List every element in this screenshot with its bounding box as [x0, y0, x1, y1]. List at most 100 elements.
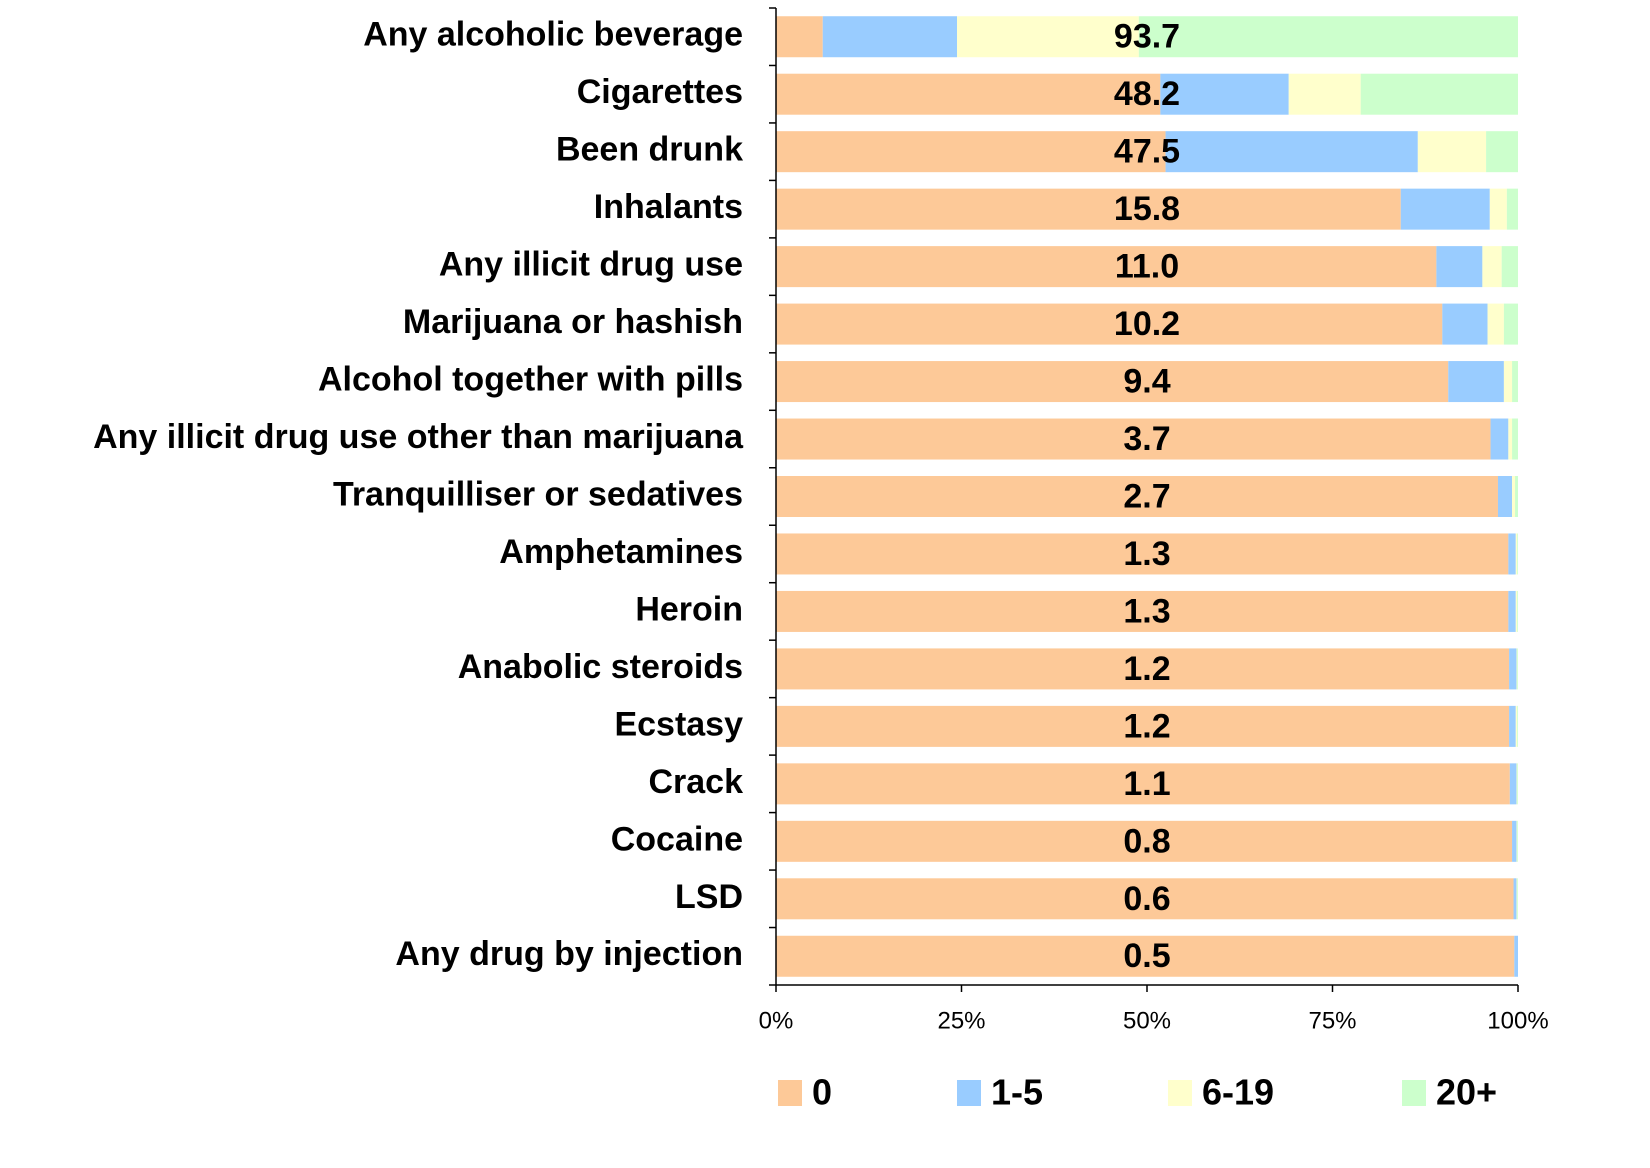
x-tick-label: 75%	[1308, 1007, 1356, 1034]
category-label: Cocaine	[611, 820, 743, 858]
legend-label: 1-5	[991, 1072, 1043, 1113]
bar-segment	[1448, 361, 1504, 403]
bar-segment	[1512, 476, 1516, 517]
category-label: Amphetamines	[499, 533, 743, 571]
bar-segment	[1515, 476, 1518, 517]
bar-segment	[1508, 533, 1516, 575]
data-label: 9.4	[1123, 363, 1170, 401]
data-label: 48.2	[1114, 75, 1180, 113]
bar-segment	[1517, 648, 1518, 690]
bar-segment	[1517, 820, 1518, 862]
bar-segment	[1517, 705, 1518, 747]
bar-segment	[1442, 303, 1488, 345]
bar-segment	[1517, 763, 1518, 805]
bar-segment	[1516, 648, 1518, 690]
bar-segment	[1482, 246, 1502, 288]
bar-segment	[1487, 303, 1504, 345]
bar-segment	[1509, 763, 1517, 805]
category-label: Any alcoholic beverage	[363, 16, 743, 54]
data-label: 1.2	[1123, 707, 1170, 745]
bar-segment	[776, 705, 1510, 747]
bar-segment	[1515, 590, 1518, 632]
bar-segment	[1417, 131, 1487, 173]
bar-segment	[1160, 73, 1289, 115]
data-label: 1.3	[1123, 592, 1170, 630]
data-label: 1.3	[1123, 535, 1170, 573]
category-label: Tranquilliser or sedatives	[333, 475, 743, 513]
bar-segment	[1489, 188, 1507, 230]
bar-segment	[776, 303, 1443, 345]
bar-segment	[1516, 763, 1518, 805]
bar-segment	[1503, 361, 1513, 403]
category-label: Crack	[648, 763, 743, 801]
bar-segment	[776, 763, 1510, 805]
bar-segment	[776, 16, 823, 58]
category-label: Anabolic steroids	[458, 648, 743, 686]
bar-segment	[776, 820, 1513, 862]
bar-segment	[1512, 361, 1518, 403]
bar-segment	[776, 476, 1498, 517]
category-label: Inhalants	[594, 188, 743, 226]
bar-segment	[1400, 188, 1490, 230]
category-label: Heroin	[635, 590, 743, 628]
bar-segment	[1165, 131, 1418, 173]
bar-segment	[1508, 590, 1516, 632]
bar-segment	[1512, 418, 1518, 460]
bar-segment	[1497, 476, 1513, 517]
bar-segment	[1513, 878, 1517, 920]
x-tick-label: 25%	[937, 1007, 985, 1034]
bar-segment	[1486, 131, 1518, 173]
data-label: 0.5	[1123, 937, 1170, 975]
bar-segment	[1517, 878, 1518, 920]
category-label: LSD	[675, 878, 743, 916]
bar-segment	[1506, 188, 1518, 230]
category-label: Ecstasy	[614, 705, 743, 743]
bar-segment	[822, 16, 958, 58]
bar-segment	[1517, 590, 1518, 632]
bar-segment	[776, 246, 1437, 288]
bar-segment	[1503, 303, 1518, 345]
data-label: 47.5	[1114, 133, 1180, 171]
bar-segment	[1514, 935, 1518, 977]
x-tick-label: 50%	[1123, 1007, 1171, 1034]
bar-segment	[776, 648, 1510, 690]
category-label: Any drug by injection	[395, 935, 743, 973]
legend-label: 0	[812, 1072, 832, 1113]
data-label: 15.8	[1114, 190, 1180, 228]
bar-segment	[776, 935, 1515, 977]
data-label: 1.1	[1123, 765, 1170, 803]
bar-segment	[776, 418, 1491, 460]
legend-label: 6-19	[1202, 1072, 1274, 1113]
bar-segment	[1360, 73, 1518, 115]
data-label: 10.2	[1114, 305, 1180, 343]
legend-label: 20+	[1436, 1072, 1497, 1113]
bar-segment	[1509, 648, 1517, 690]
legend-swatch	[1168, 1080, 1192, 1106]
bar-segment	[1512, 820, 1517, 862]
category-label: Any illicit drug use	[439, 246, 743, 284]
bar-segment	[776, 878, 1514, 920]
bar-segment	[776, 361, 1449, 403]
bar-segment	[1501, 246, 1518, 288]
x-tick-label: 100%	[1487, 1007, 1548, 1034]
bar-segment	[1517, 533, 1518, 575]
category-label: Marijuana or hashish	[403, 303, 743, 341]
bar-segment	[776, 131, 1166, 173]
data-label: 93.7	[1114, 18, 1180, 56]
category-label: Cigarettes	[577, 73, 743, 111]
bar-segment	[1138, 16, 1518, 58]
data-label: 11.0	[1115, 248, 1179, 286]
bar-segment	[1509, 705, 1516, 747]
legend-swatch	[957, 1080, 981, 1106]
category-label: Alcohol together with pills	[318, 361, 743, 399]
bar-segment	[1515, 533, 1518, 575]
x-tick-label: 0%	[759, 1007, 794, 1034]
bar-segment	[1288, 73, 1361, 115]
bar-segment	[776, 73, 1161, 115]
bar-segment	[776, 188, 1401, 230]
data-label: 1.2	[1123, 650, 1170, 688]
category-label: Been drunk	[556, 131, 743, 169]
bar-segment	[1436, 246, 1483, 288]
category-label: Any illicit drug use other than marijuan…	[93, 418, 744, 456]
